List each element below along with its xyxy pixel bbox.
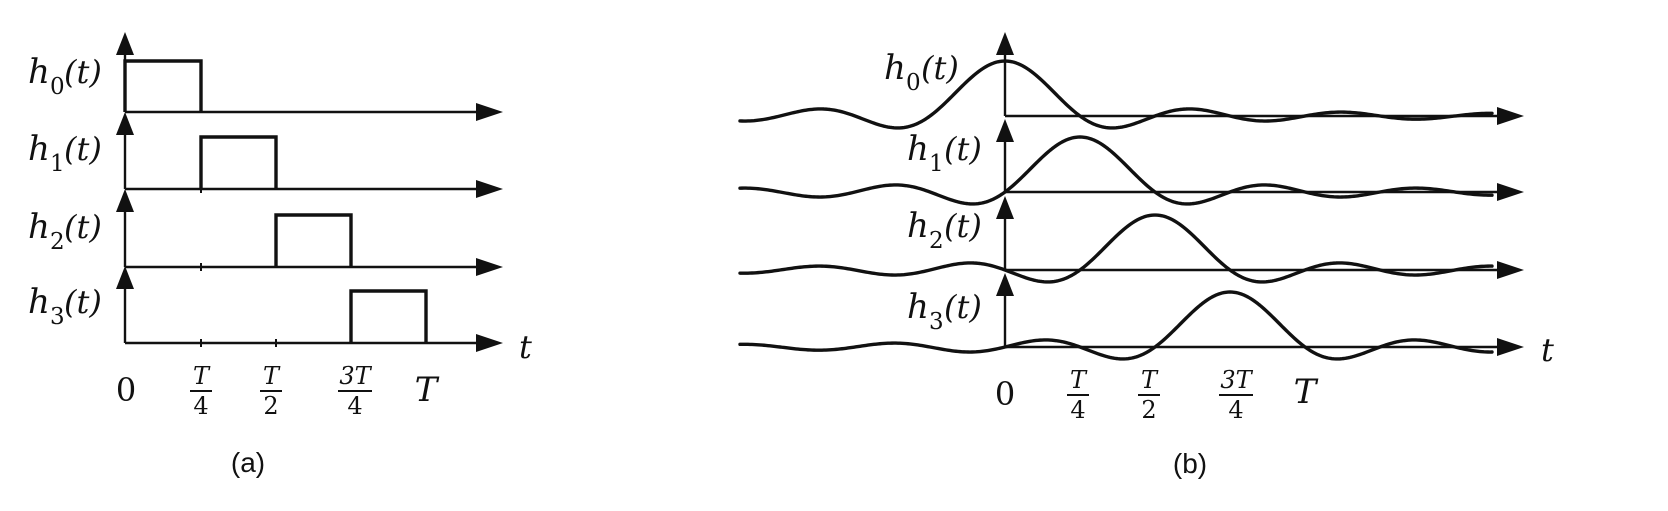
label-b-h3-sub: 3 bbox=[929, 309, 944, 335]
label-b-h0-arg: (t) bbox=[921, 49, 959, 87]
label-h3-sub: 3 bbox=[50, 304, 65, 330]
label-h3-arg: (t) bbox=[64, 283, 102, 321]
a-row0-y-arrow-icon bbox=[116, 32, 134, 55]
b-tick-quarter-den: 4 bbox=[1070, 396, 1085, 424]
a-tick-half-den: 2 bbox=[263, 392, 278, 420]
a-row2-y-arrow-icon bbox=[116, 189, 134, 212]
b-row2-sinc-curve bbox=[738, 213, 1494, 284]
b-row3-sinc-curve bbox=[738, 290, 1494, 361]
panel-b-row-h0: h 0 (t) bbox=[738, 32, 1524, 130]
label-b-h3-func: h bbox=[907, 287, 929, 327]
b-tick-full: T bbox=[1294, 372, 1319, 412]
panel-a-rectangular-pulses: h 0 (t) h 1 (t) h 2 (t) bbox=[28, 32, 532, 478]
b-row3-x-arrow-icon bbox=[1497, 338, 1524, 356]
a-row0-pulse bbox=[123, 59, 203, 112]
b-tick-quarter-num: T bbox=[1070, 366, 1088, 394]
label-h3-func: h bbox=[28, 282, 50, 322]
panel-a-row-h0: h 0 (t) bbox=[28, 32, 503, 121]
label-h2-sub: 2 bbox=[50, 229, 65, 255]
b-row1-x-arrow-icon bbox=[1497, 183, 1524, 201]
label-h1-sub: 1 bbox=[50, 151, 65, 177]
panel-a-caption: (a) bbox=[231, 447, 265, 478]
label-b-h0-sub: 0 bbox=[906, 70, 921, 96]
a-row2-x-arrow-icon bbox=[476, 258, 503, 276]
panel-a-row-h3: h 3 (t) t bbox=[28, 266, 532, 366]
a-row3-y-arrow-icon bbox=[116, 266, 134, 289]
label-b-h2-arg: (t) bbox=[944, 207, 982, 245]
label-h2-func: h bbox=[28, 207, 50, 247]
panel-a-tick-labels: 0 T 4 T 2 3T 4 T bbox=[116, 362, 440, 420]
panel-b-caption: (b) bbox=[1173, 448, 1207, 479]
a-row3-pulse bbox=[349, 289, 428, 343]
a-tick-threequarter-num: 3T bbox=[339, 362, 372, 390]
b-tick-threequarter-num: 3T bbox=[1220, 366, 1253, 394]
b-axis-var-t: t bbox=[1541, 331, 1554, 369]
b-row1-y-arrow-icon bbox=[996, 119, 1014, 142]
b-tick-half-den: 2 bbox=[1141, 396, 1156, 424]
label-b-h2-func: h bbox=[907, 206, 929, 246]
panel-a-row-h1: h 1 (t) bbox=[28, 112, 503, 198]
b-row0-y-arrow-icon bbox=[996, 32, 1014, 55]
a-tick-quarter-den: 4 bbox=[193, 392, 208, 420]
a-axis-var-t: t bbox=[519, 328, 532, 366]
a-tick-half-num: T bbox=[263, 362, 281, 390]
label-h0-sub: 0 bbox=[50, 74, 65, 100]
a-row0-x-arrow-icon bbox=[476, 103, 503, 121]
label-b-h2-sub: 2 bbox=[929, 228, 944, 254]
b-row3-y-arrow-icon bbox=[996, 273, 1014, 296]
panel-b-row-h2: h 2 (t) bbox=[738, 196, 1524, 284]
b-row2-y-arrow-icon bbox=[996, 196, 1014, 219]
b-row1-sinc-curve bbox=[738, 135, 1494, 206]
a-tick-threequarter-den: 4 bbox=[347, 392, 362, 420]
a-row3-x-arrow-icon bbox=[476, 334, 503, 352]
b-row0-x-arrow-icon bbox=[1497, 107, 1524, 125]
label-b-h1-arg: (t) bbox=[944, 130, 982, 168]
b-tick-zero: 0 bbox=[995, 375, 1015, 413]
panel-b-row-h3: h 3 (t) t bbox=[738, 273, 1554, 369]
panel-b-tick-labels: 0 T 4 T 2 3T 4 T bbox=[995, 366, 1319, 424]
panel-b-sinc-pulses: h 0 (t) h 1 (t) h 2 (t) bbox=[738, 32, 1554, 479]
b-row2-x-arrow-icon bbox=[1497, 261, 1524, 279]
label-h2-arg: (t) bbox=[64, 208, 102, 246]
a-tick-zero: 0 bbox=[116, 371, 136, 409]
label-b-h1-sub: 1 bbox=[929, 151, 944, 177]
label-b-h3-arg: (t) bbox=[944, 288, 982, 326]
b-tick-threequarter-den: 4 bbox=[1228, 396, 1243, 424]
a-tick-quarter-num: T bbox=[193, 362, 211, 390]
a-row1-y-arrow-icon bbox=[116, 112, 134, 135]
label-h1-arg: (t) bbox=[64, 130, 102, 168]
label-h0-arg: (t) bbox=[64, 53, 102, 91]
label-b-h1-func: h bbox=[907, 129, 929, 169]
a-row1-pulse bbox=[199, 135, 278, 189]
label-b-h0-func: h bbox=[884, 48, 906, 88]
label-h1-func: h bbox=[28, 129, 50, 169]
a-row2-pulse bbox=[274, 213, 353, 267]
a-row1-x-arrow-icon bbox=[476, 180, 503, 198]
label-h0-func: h bbox=[28, 52, 50, 92]
panel-a-row-h2: h 2 (t) bbox=[28, 189, 503, 276]
panel-b-row-h1: h 1 (t) bbox=[738, 119, 1524, 206]
b-row0-sinc-curve bbox=[738, 59, 1494, 130]
a-tick-full: T bbox=[415, 370, 440, 410]
b-tick-half-num: T bbox=[1141, 366, 1159, 394]
